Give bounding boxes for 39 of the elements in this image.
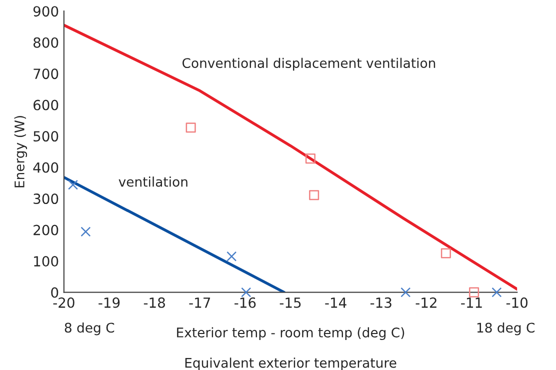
point <box>469 287 480 298</box>
point <box>226 251 237 262</box>
point <box>305 154 316 164</box>
point <box>309 190 320 200</box>
y-tick-label: 600 <box>34 100 58 110</box>
x-tick-label: -13 <box>370 297 392 308</box>
x-axis-title: Exterior temp - room temp (deg C) <box>177 327 404 340</box>
x-tick-label: -11 <box>461 298 482 308</box>
point <box>440 248 451 258</box>
point <box>400 287 411 298</box>
x-tick-label: -14 <box>325 298 346 308</box>
y-tick-label: 900 <box>33 6 58 17</box>
y-tick-label: 200 <box>34 224 58 236</box>
series-label: Conventional displacement ventilation <box>182 58 436 71</box>
x-tick-label: -18 <box>144 297 165 308</box>
y-axis-title: Energy (W) <box>14 116 28 188</box>
text: 8 deg C <box>64 322 114 336</box>
y-tick-label: 800 <box>34 37 58 48</box>
y-tick-label: 300 <box>34 194 58 204</box>
x-tick-label: -12 <box>416 297 436 308</box>
y-tick-label: 0 <box>51 287 58 298</box>
y-tick-label: 500 <box>34 131 58 142</box>
y-tick-label: 700 <box>34 68 58 80</box>
x-tick-label: -10 <box>506 297 528 308</box>
text: Equivalent exterior temperature <box>185 358 396 370</box>
series-label: ventilation <box>118 176 188 187</box>
y-tick-label: 100 <box>34 256 58 267</box>
x-tick-label: -19 <box>98 297 120 308</box>
point <box>492 287 502 298</box>
x-tick-label: -17 <box>189 298 210 308</box>
point <box>241 287 252 298</box>
text: 18 deg C <box>477 322 534 336</box>
point <box>68 180 78 190</box>
x-tick-label: -16 <box>234 297 256 308</box>
x-tick-label: -20 <box>53 297 74 308</box>
y-tick-label: 400 <box>33 162 58 173</box>
point <box>186 122 196 133</box>
x-tick-label: -15 <box>280 298 301 308</box>
point <box>80 226 91 237</box>
